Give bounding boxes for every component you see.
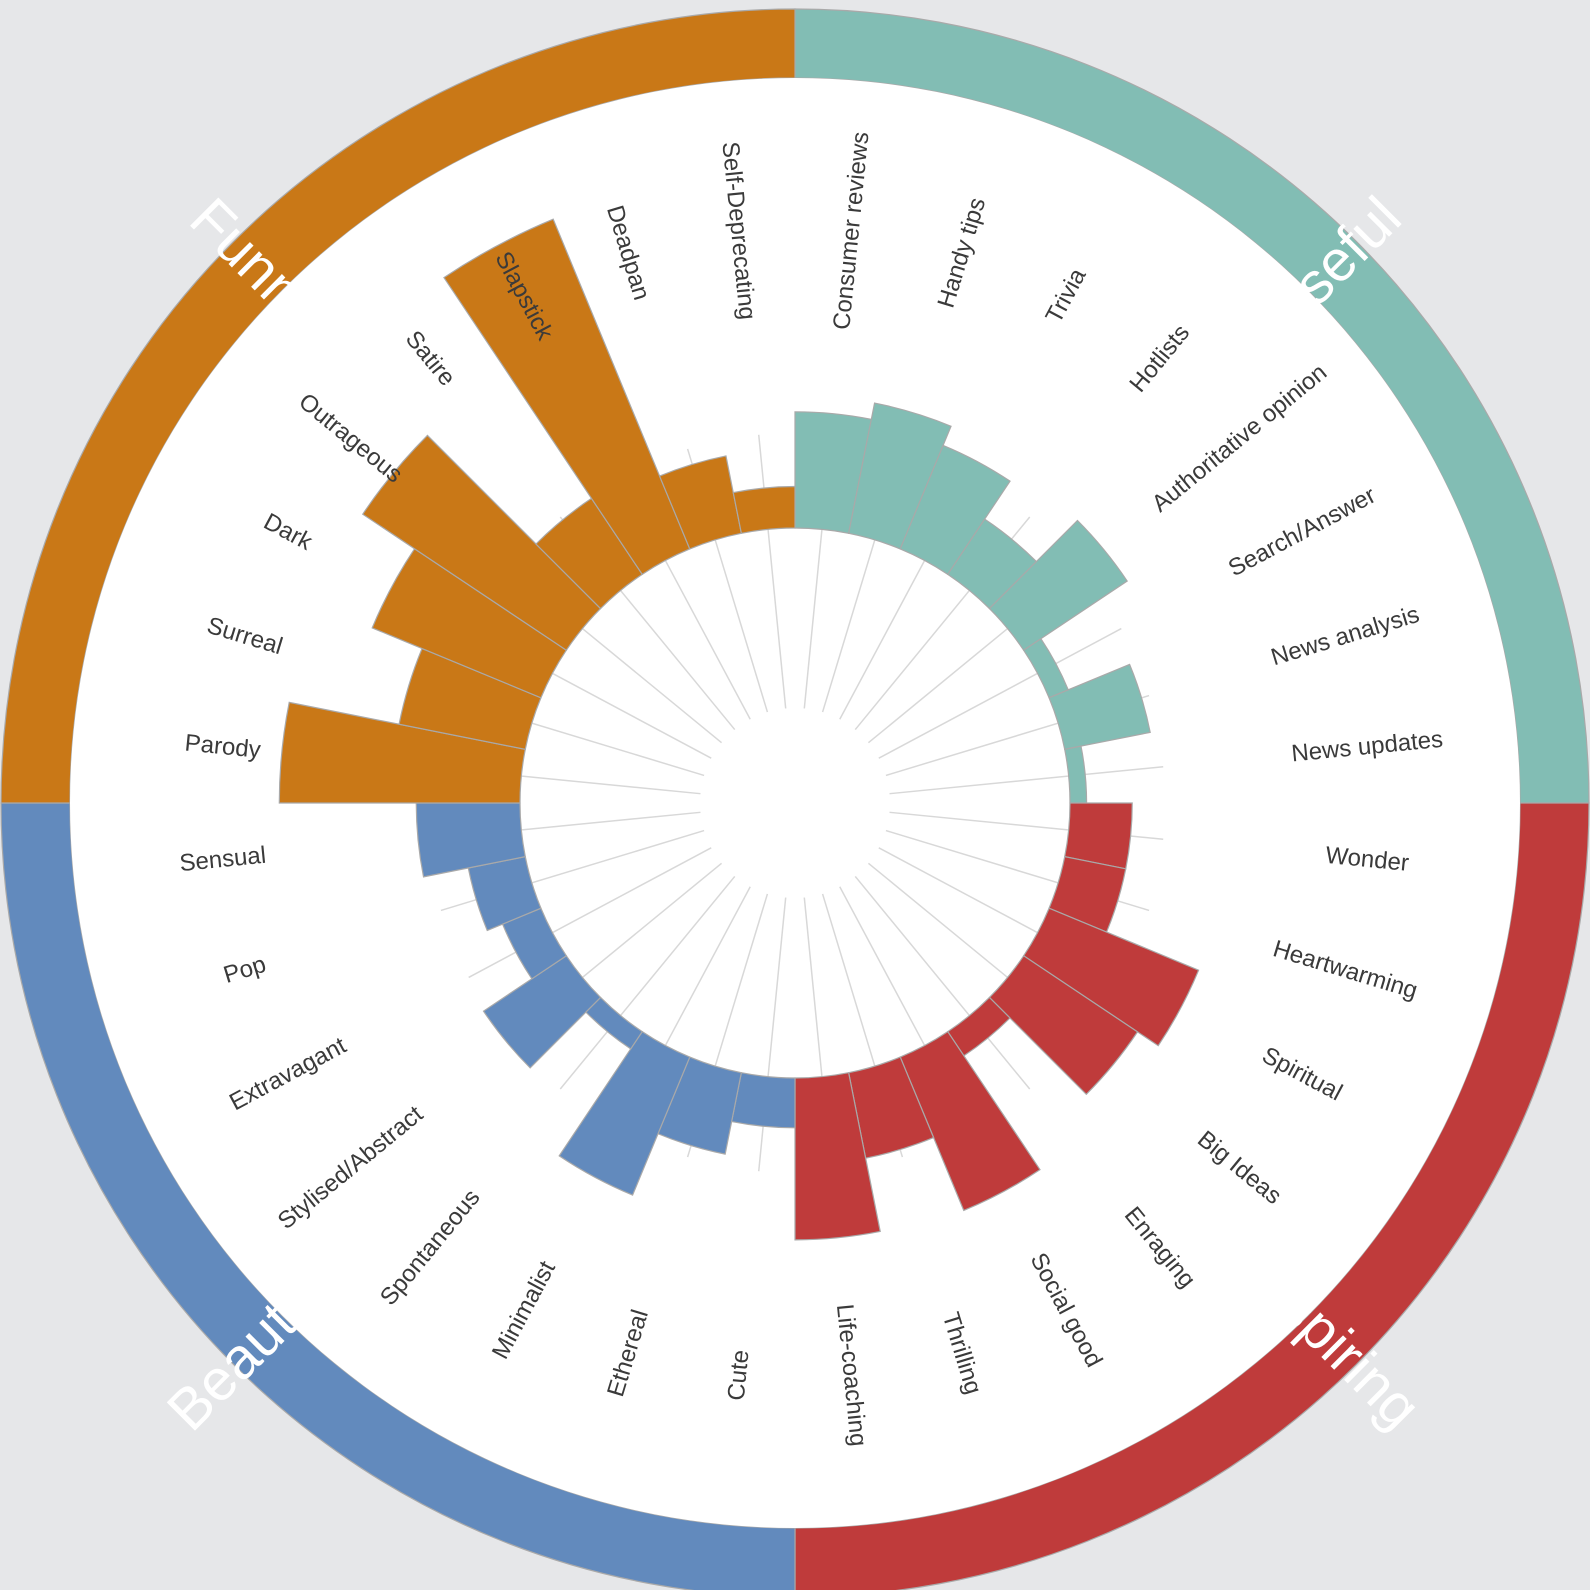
bar-outrageous [361, 434, 602, 652]
grid-line [854, 875, 1031, 1090]
category-label-cute: Cute [723, 1349, 755, 1402]
outer-ring [0, 8, 1590, 1590]
bar-news-analysis [1048, 663, 1151, 751]
grid-line [889, 765, 1164, 795]
bar-self-deprecating [732, 485, 796, 534]
grid-line [559, 875, 736, 1090]
grid-line [878, 627, 1122, 759]
bar-big-ideas [988, 954, 1139, 1096]
bar-minimalist [558, 1030, 691, 1196]
bar-life-coaching [794, 1072, 881, 1241]
bar-parody [278, 701, 526, 804]
bar-authoritative-opinion [988, 519, 1129, 652]
bar-stylised-abstract [482, 954, 602, 1069]
grid-line [757, 434, 787, 709]
bar-slapstick [443, 218, 691, 576]
bar-cute [730, 1072, 796, 1129]
grid-line [468, 847, 712, 979]
bars [278, 218, 1200, 1241]
